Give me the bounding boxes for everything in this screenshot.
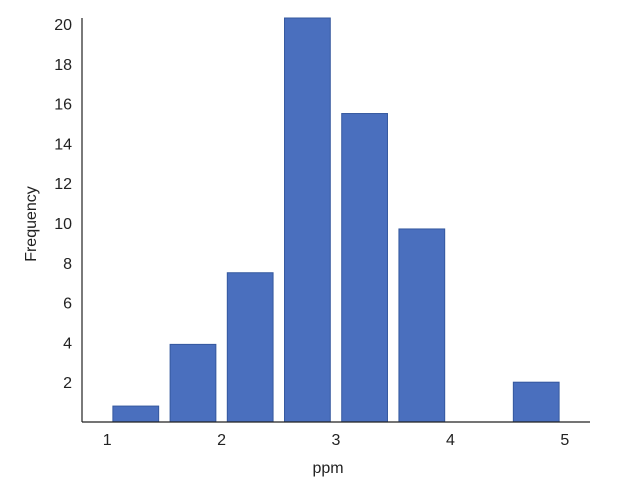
histogram-bar-1 [112,405,160,423]
bars-layer [112,17,560,423]
x-tick-label: 4 [446,432,455,449]
y-tick-label: 18 [54,57,72,74]
histogram-bar-8 [512,381,560,423]
histogram-bar-5 [341,113,388,423]
x-tick-label: 3 [332,432,341,449]
y-tick-label: 6 [63,296,72,313]
y-tick-label: 14 [54,136,72,153]
x-axis-title: ppm [312,460,343,477]
y-tick-label: 16 [54,97,72,114]
y-tick-label: 4 [63,335,72,352]
y-axis-title: Frequency [23,186,40,262]
y-tick-labels: 2 4 6 8 10 12 14 16 18 20 [54,17,72,392]
y-tick-label: 10 [54,216,72,233]
x-tick-labels: 1 2 3 4 5 [103,432,570,449]
histogram-bar-4 [284,17,331,423]
histogram-bar-6 [398,228,446,423]
histogram-bar-2 [169,343,217,423]
x-tick-label: 1 [103,432,112,449]
x-tick-label: 2 [217,432,226,449]
y-tick-label: 20 [54,17,72,34]
x-tick-label: 5 [560,432,569,449]
y-tick-label: 8 [63,256,72,273]
histogram-bar-3 [226,272,274,423]
y-tick-label: 12 [54,176,72,193]
y-tick-label: 2 [63,375,72,392]
